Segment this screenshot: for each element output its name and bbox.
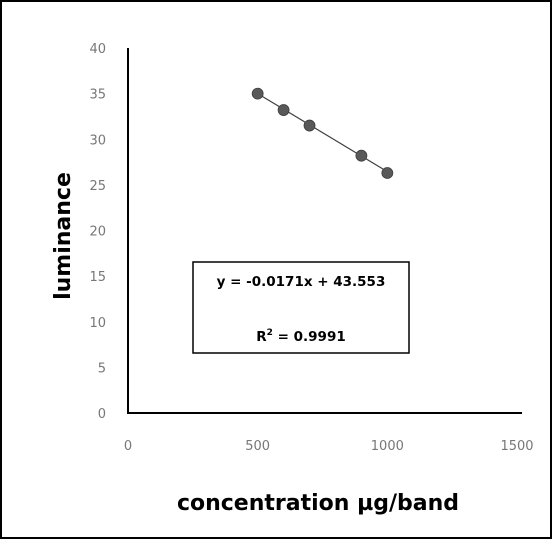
x-tick-label: 1500 xyxy=(500,439,533,454)
y-tick-label: 10 xyxy=(89,316,106,331)
trendline-equation: y = -0.0171x + 43.553 xyxy=(217,274,386,290)
data-point xyxy=(251,87,264,100)
equation-box xyxy=(192,261,410,354)
x-tick-label: 0 xyxy=(124,439,132,454)
y-tick-label: 0 xyxy=(98,407,106,422)
y-tick-labels: 0 5 10 15 20 25 30 35 40 xyxy=(89,42,106,422)
data-point xyxy=(355,149,368,162)
x-axis-title: concentration µg/band xyxy=(177,491,459,516)
y-axis-title: luminance xyxy=(51,172,76,300)
data-point xyxy=(303,119,316,132)
r-squared-label: R2 = 0.9991 xyxy=(256,328,345,345)
trendline xyxy=(257,93,388,173)
x-tick-labels: 0 500 1000 1500 xyxy=(124,439,534,454)
data-point xyxy=(277,104,290,116)
y-tick-label: 5 xyxy=(98,361,106,376)
y-tick-label: 25 xyxy=(89,179,106,194)
r-squared-symbol: R xyxy=(256,329,267,345)
r-squared-value: = 0.9991 xyxy=(273,329,346,345)
y-tick-label: 40 xyxy=(89,42,106,57)
y-tick-label: 30 xyxy=(89,133,106,148)
trendline-layer xyxy=(257,93,388,173)
y-tick-label: 20 xyxy=(89,225,106,240)
y-tick-label: 35 xyxy=(89,88,106,103)
x-tick-label: 500 xyxy=(245,439,270,454)
x-tick-label: 1000 xyxy=(371,439,404,454)
y-tick-label: 15 xyxy=(89,270,106,285)
r-squared-superscript: 2 xyxy=(267,328,273,338)
data-points xyxy=(251,87,394,179)
data-point xyxy=(381,167,394,179)
